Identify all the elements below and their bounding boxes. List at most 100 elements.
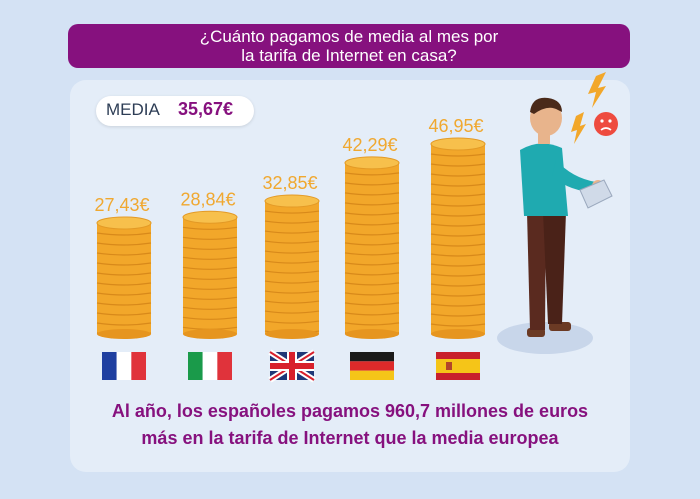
coin-edge bbox=[182, 226, 238, 230]
coin-edge bbox=[344, 192, 400, 196]
footer-line-2: más en la tarifa de Internet que la medi… bbox=[141, 428, 559, 448]
coin-edge bbox=[344, 272, 400, 276]
coin-top bbox=[96, 216, 152, 230]
coin-edge bbox=[344, 232, 400, 236]
coin-edge bbox=[264, 240, 320, 244]
flag-stripe bbox=[102, 352, 117, 380]
coin-edge bbox=[96, 272, 152, 276]
flag-italy-icon bbox=[188, 352, 232, 380]
emoji-eye bbox=[600, 119, 604, 123]
coin-edge bbox=[264, 210, 320, 214]
shoe-right bbox=[549, 322, 571, 331]
coin-edge bbox=[344, 172, 400, 176]
coin-edge bbox=[344, 242, 400, 246]
coin-edge bbox=[96, 262, 152, 266]
coin-edge bbox=[182, 316, 238, 320]
bar-coin-stack bbox=[344, 156, 400, 339]
flag-emblem bbox=[446, 362, 452, 370]
coin-stack-body bbox=[265, 201, 319, 334]
flag-stripe bbox=[350, 352, 394, 362]
coin-edge bbox=[96, 292, 152, 296]
coin-edge bbox=[430, 223, 486, 227]
coin-edge bbox=[264, 270, 320, 274]
coin-stack-body bbox=[345, 162, 399, 334]
coin-edge bbox=[96, 282, 152, 286]
coin-edge bbox=[264, 230, 320, 234]
flag-stripe bbox=[436, 359, 480, 373]
flag-spain-icon bbox=[436, 352, 480, 380]
coin-bottom bbox=[97, 329, 151, 339]
coin-edge bbox=[264, 300, 320, 304]
coin-edge bbox=[430, 303, 486, 307]
coin-edge bbox=[182, 276, 238, 280]
bar-coin-stack bbox=[264, 194, 320, 339]
flag-stripe bbox=[116, 352, 132, 380]
coin-edge bbox=[430, 173, 486, 177]
emoji-mouth bbox=[600, 127, 612, 131]
coin-edge bbox=[96, 232, 152, 236]
coin-edge bbox=[182, 306, 238, 310]
bar-coin-stack bbox=[96, 216, 152, 339]
bar-coin-stack bbox=[430, 137, 486, 339]
flag-stripe bbox=[350, 361, 394, 371]
flag-stripe bbox=[436, 373, 480, 380]
coin-edge bbox=[264, 310, 320, 314]
flag-stripe bbox=[202, 352, 218, 380]
coin-edge bbox=[264, 320, 320, 324]
coin-bottom bbox=[265, 329, 319, 339]
emoji-eye bbox=[608, 119, 612, 123]
coin-edge bbox=[96, 242, 152, 246]
coin-edge bbox=[430, 313, 486, 317]
coin-edge bbox=[430, 153, 486, 157]
coin-edge bbox=[430, 323, 486, 327]
leg-left bbox=[527, 212, 546, 330]
hair bbox=[530, 97, 562, 114]
coin-edge bbox=[344, 252, 400, 256]
arm bbox=[552, 160, 596, 192]
title-line-1: ¿Cuánto pagamos de media al mes por bbox=[199, 27, 499, 46]
flag-stripe bbox=[350, 370, 394, 380]
coin-edge bbox=[430, 213, 486, 217]
coin-edge bbox=[264, 280, 320, 284]
coin-edge bbox=[430, 163, 486, 167]
coin-edge bbox=[430, 283, 486, 287]
coin-edge bbox=[264, 260, 320, 264]
lightning-bolt-icon bbox=[588, 72, 606, 108]
coin-edge bbox=[182, 246, 238, 250]
shoe-left bbox=[527, 328, 545, 337]
coin-bottom bbox=[345, 329, 399, 339]
angry-emoji-icon bbox=[594, 112, 618, 136]
flag-stripe bbox=[131, 352, 146, 380]
person-illustration bbox=[497, 72, 618, 354]
coin-edge bbox=[182, 256, 238, 260]
coin-edge bbox=[430, 243, 486, 247]
coin-edge bbox=[264, 290, 320, 294]
coin-edge bbox=[430, 183, 486, 187]
coin-edge bbox=[430, 233, 486, 237]
coin-edge bbox=[430, 263, 486, 267]
coin-edge bbox=[264, 250, 320, 254]
coin-edge bbox=[344, 292, 400, 296]
coin-edge bbox=[96, 252, 152, 256]
media-label: MEDIA bbox=[106, 100, 160, 119]
coin-edge bbox=[430, 293, 486, 297]
flag-uk-icon bbox=[268, 349, 316, 383]
flag-germany-icon bbox=[350, 352, 394, 380]
coin-edge bbox=[264, 220, 320, 224]
coin-top bbox=[344, 156, 400, 170]
coin-bottom bbox=[431, 329, 485, 339]
coin-edge bbox=[182, 266, 238, 270]
coin-edge bbox=[430, 193, 486, 197]
flag-stripe bbox=[436, 352, 480, 359]
coin-bottom bbox=[183, 329, 237, 339]
coin-edge bbox=[182, 236, 238, 240]
coin-stack-body bbox=[97, 222, 151, 334]
coin-edge bbox=[344, 302, 400, 306]
coin-edge bbox=[344, 212, 400, 216]
flag-france-icon bbox=[102, 352, 146, 380]
media-pill bbox=[96, 96, 254, 126]
coin-edge bbox=[96, 322, 152, 326]
footer-line-1: Al año, los españoles pagamos 960,7 mill… bbox=[111, 401, 589, 421]
coin-edge bbox=[344, 262, 400, 266]
